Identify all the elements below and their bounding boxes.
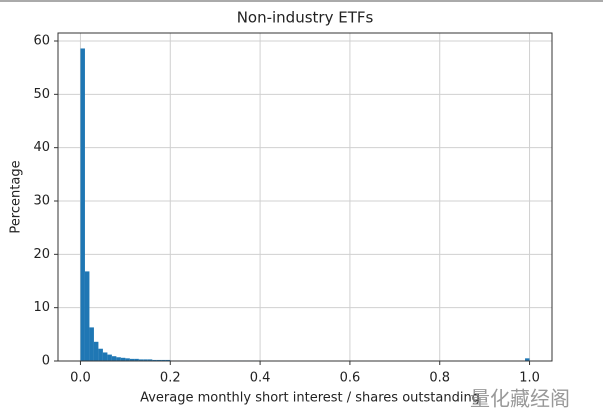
bar bbox=[143, 359, 148, 361]
y-axis-label: Percentage bbox=[9, 160, 24, 233]
bar bbox=[525, 358, 530, 361]
bar bbox=[134, 358, 139, 361]
bar bbox=[102, 352, 108, 361]
y-tick-label: 10 bbox=[33, 300, 50, 315]
plot-area: 0 10 20 30 40 50 60 0.0 0.2 0.4 0.6 0.8 1.0 bbox=[33, 32, 553, 386]
bar bbox=[138, 359, 144, 361]
bar bbox=[165, 359, 171, 361]
x-tick-label: 0.2 bbox=[160, 371, 181, 386]
x-axis-label: Average monthly short interest / shares … bbox=[140, 391, 480, 406]
y-tick-label: 60 bbox=[33, 34, 50, 49]
bar bbox=[98, 348, 103, 361]
x-tick-label: 0.6 bbox=[340, 371, 361, 386]
x-tick-label: 0.0 bbox=[70, 371, 91, 386]
bar bbox=[147, 359, 153, 361]
chart-title: Non-industry ETFs bbox=[237, 9, 374, 27]
bar bbox=[156, 359, 162, 361]
bar bbox=[84, 271, 90, 361]
y-tick-label: 40 bbox=[33, 140, 50, 155]
y-tick-label: 20 bbox=[33, 247, 50, 262]
axes-frame bbox=[57, 32, 553, 362]
bar bbox=[116, 357, 121, 361]
x-tick-label: 0.4 bbox=[250, 371, 271, 386]
y-tick-label: 0 bbox=[42, 354, 50, 369]
watermark: 量化藏经阁 bbox=[470, 387, 570, 411]
bar bbox=[93, 341, 99, 361]
x-tick-label: 0.8 bbox=[429, 371, 450, 386]
bar bbox=[129, 358, 135, 361]
bar bbox=[152, 359, 157, 361]
y-tick-label: 30 bbox=[33, 194, 50, 209]
bar bbox=[125, 358, 130, 361]
bar bbox=[80, 48, 85, 361]
bar bbox=[111, 356, 117, 361]
x-tick-label: 1.0 bbox=[519, 371, 540, 386]
bar bbox=[120, 357, 126, 361]
bar bbox=[89, 327, 94, 361]
bar bbox=[107, 354, 112, 361]
y-tick-label: 50 bbox=[33, 87, 50, 102]
bar bbox=[161, 359, 166, 361]
